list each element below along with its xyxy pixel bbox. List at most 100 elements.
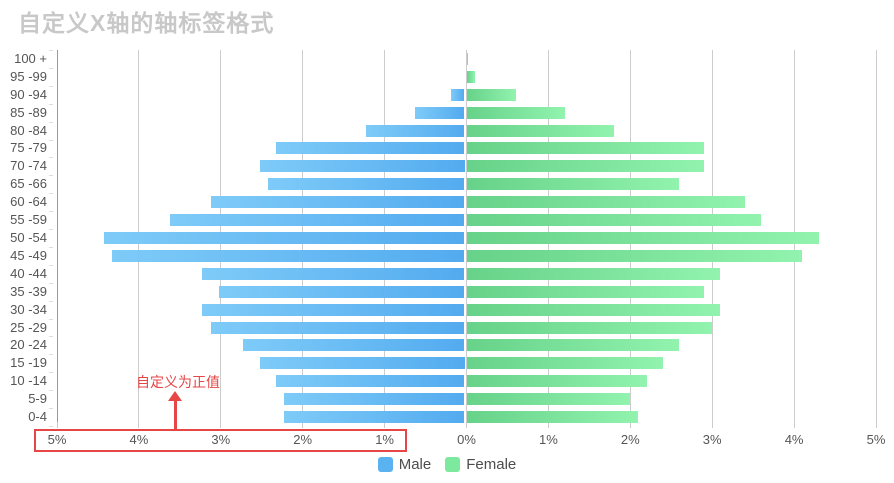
y-axis-tick — [49, 157, 53, 159]
male-bar — [276, 142, 465, 155]
male-bar — [284, 411, 465, 424]
female-bar — [466, 52, 469, 65]
y-axis-tick — [49, 193, 53, 195]
male-bar — [104, 232, 465, 244]
y-axis-tick — [49, 103, 53, 105]
y-axis-tick — [49, 67, 53, 69]
y-axis-line — [56, 50, 58, 426]
male-bar — [210, 321, 465, 334]
x-axis-tick — [302, 422, 304, 428]
male-bar — [202, 267, 465, 280]
female-bar — [466, 357, 664, 370]
y-axis-tick — [49, 121, 53, 123]
female-bar — [466, 249, 803, 262]
female-bar — [466, 321, 713, 334]
male-bar — [267, 178, 465, 191]
male-color-swatch-icon — [377, 457, 393, 472]
y-axis-category-label: 10 -14 — [10, 373, 47, 389]
y-axis-tick — [49, 318, 53, 320]
y-axis-category-label: 50 -54 — [10, 230, 47, 245]
x-axis-tick-label: 4% — [129, 432, 149, 447]
y-axis-tick — [49, 139, 53, 141]
y-axis-tick — [49, 354, 53, 356]
annotation-arrow-line — [174, 399, 177, 429]
x-axis-tick-label: 2% — [620, 432, 640, 447]
male-bar — [276, 375, 465, 388]
y-axis-tick — [49, 50, 53, 51]
female-bar — [466, 106, 565, 119]
y-axis-tick — [49, 336, 53, 338]
x-axis-tick-label: 1% — [375, 432, 394, 447]
y-axis-tick — [49, 300, 53, 302]
female-bar — [466, 375, 647, 388]
x-axis-tick-label: 5% — [47, 432, 67, 447]
male-bar — [450, 88, 465, 101]
female-bar — [466, 178, 680, 191]
male-bar — [284, 393, 465, 406]
y-axis-category-label: 20 -24 — [10, 337, 47, 353]
y-axis-category-label: 95 -99 — [10, 68, 47, 84]
female-color-swatch-icon — [445, 457, 461, 472]
x-axis-tick — [384, 422, 386, 428]
y-axis-tick — [49, 426, 53, 427]
male-bar — [259, 160, 465, 173]
y-axis-tick — [49, 211, 53, 213]
y-axis-category-label: 35 -39 — [10, 283, 47, 299]
female-bar — [466, 142, 704, 155]
male-bar — [218, 285, 465, 298]
y-axis-tick — [49, 372, 53, 374]
y-axis-tick — [49, 264, 53, 266]
female-bar — [466, 196, 745, 209]
y-axis-category-label: 100 + — [14, 50, 47, 66]
female-bar — [466, 214, 762, 227]
y-axis-category-label: 45 -49 — [10, 247, 47, 263]
y-axis-category-label: 40 -44 — [10, 265, 47, 281]
y-axis-tick — [49, 282, 53, 284]
legend: Male Female — [0, 456, 894, 473]
y-axis-category-label: 65 -66 — [10, 176, 47, 192]
y-axis-category-label: 25 -29 — [10, 319, 47, 335]
male-bar — [202, 303, 465, 316]
x-axis-tick — [629, 422, 631, 428]
annotation-label: 自定义为正值 — [136, 374, 220, 390]
legend-label-female: Female — [466, 456, 517, 473]
y-axis-tick — [49, 408, 53, 410]
y-axis-category-label: 90 -94 — [10, 86, 47, 102]
male-bar — [415, 106, 465, 119]
female-bar — [466, 303, 721, 316]
legend-label-male: Male — [398, 456, 432, 473]
female-bar — [466, 285, 704, 298]
y-axis-category-label: 80 -84 — [10, 122, 47, 138]
y-axis-category-label: 70 -74 — [10, 158, 47, 174]
x-axis-tick — [875, 422, 877, 428]
legend-item-female[interactable]: Female — [445, 456, 516, 473]
legend-item-male[interactable]: Male — [377, 456, 432, 473]
x-axis-tick-label: 0% — [457, 432, 476, 447]
y-axis-tick — [49, 246, 53, 248]
female-bar — [466, 339, 680, 352]
female-bar — [466, 70, 475, 83]
male-bar — [112, 249, 465, 262]
y-axis-tick — [49, 85, 53, 87]
female-bar — [466, 232, 819, 244]
y-axis-category-label: 5-9 — [28, 391, 47, 407]
male-bar — [169, 214, 465, 227]
male-bar — [366, 124, 465, 137]
female-bar — [466, 393, 631, 406]
y-axis-category-label: 30 -34 — [10, 301, 47, 317]
y-axis-category-label: 75 -79 — [10, 140, 47, 156]
chart-title: 自定义X轴的轴标签格式 — [18, 10, 275, 36]
y-axis-category-label: 55 -59 — [10, 212, 47, 228]
x-axis-tick — [466, 422, 467, 428]
x-axis-tick-label: 2% — [293, 432, 313, 447]
y-axis-category-label: 60 -64 — [10, 194, 47, 210]
male-bar — [210, 196, 465, 209]
y-axis-tick — [49, 229, 53, 231]
y-axis-category-label: 0-4 — [28, 409, 47, 425]
female-bar — [466, 411, 639, 424]
x-axis-tick-label: 3% — [702, 432, 722, 447]
x-axis-tick — [793, 422, 795, 428]
xaxis-highlight-box — [34, 429, 407, 452]
